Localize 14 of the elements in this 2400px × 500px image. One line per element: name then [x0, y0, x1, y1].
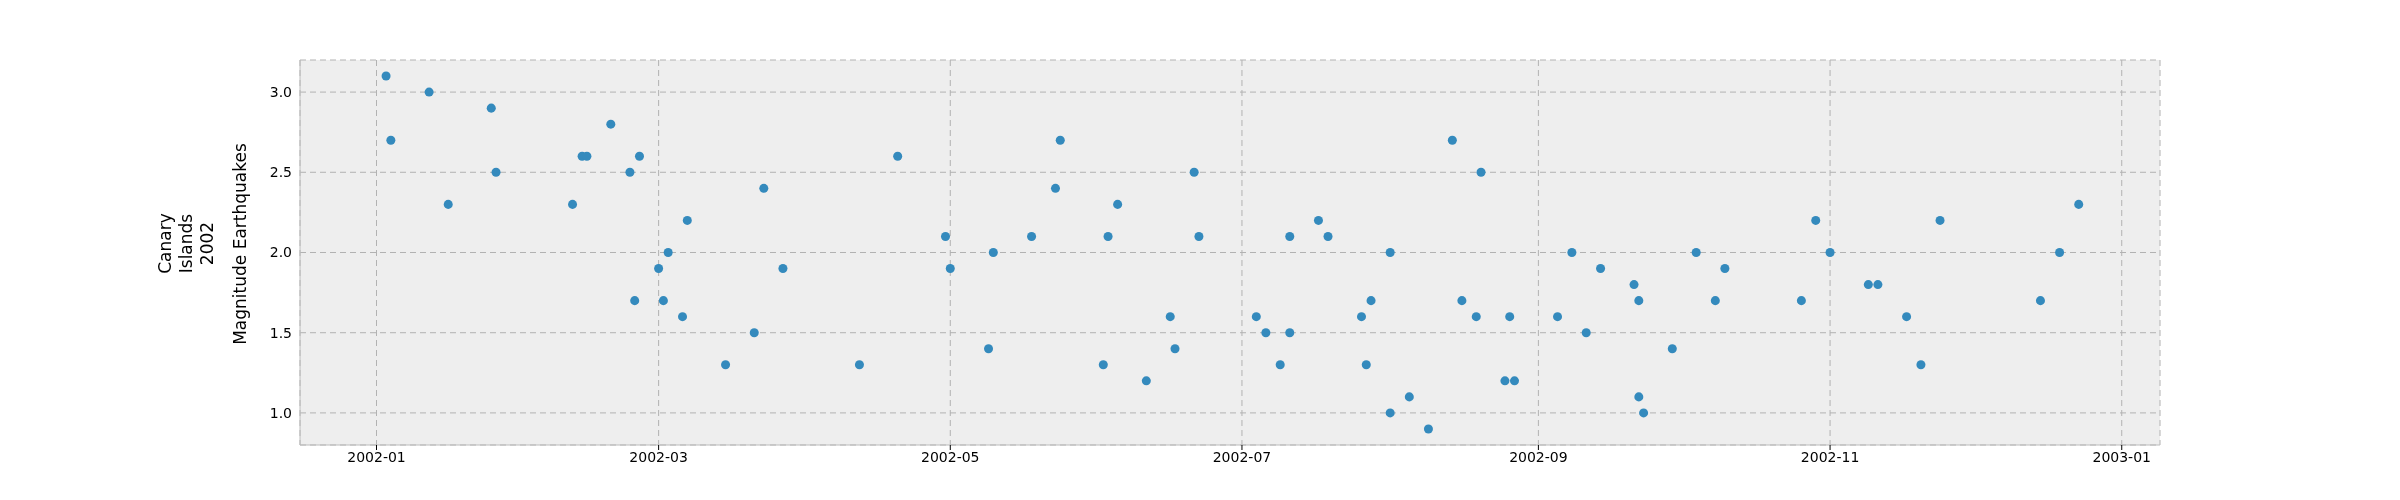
- y-tick-label: 2.5: [269, 164, 292, 181]
- y-tick-label: 1.0: [269, 404, 292, 421]
- x-tick-label: 2003-01: [2092, 448, 2151, 465]
- x-tick-label: 2002-05: [921, 448, 980, 465]
- x-tick-label: 2002-09: [1509, 448, 1568, 465]
- x-tick-label: 2002-07: [1212, 448, 1272, 465]
- y-tick-label: 3.0: [269, 84, 292, 101]
- x-tick-label: 2002-01: [347, 448, 406, 465]
- y-tick-label: 1.5: [269, 324, 292, 341]
- x-tick-label: 2002-03: [629, 448, 688, 465]
- y-tick-label: 2.0: [269, 244, 292, 261]
- x-tick-label: 2002-11: [1800, 448, 1860, 465]
- y-axis-title: Magnitude Earthquakes: [230, 142, 250, 347]
- text: Canary Islands 2002: [154, 212, 218, 276]
